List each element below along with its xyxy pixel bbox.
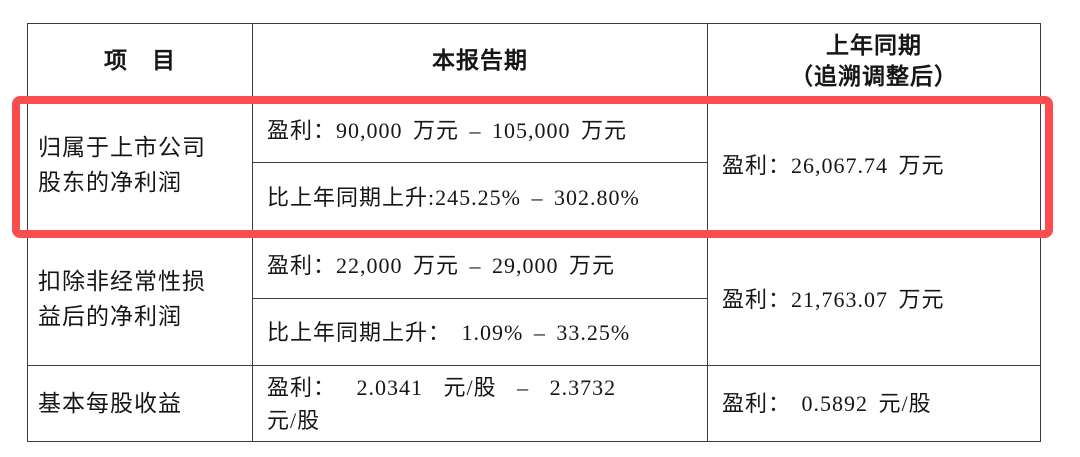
header-prior-period-line1: 上年同期: [826, 32, 922, 58]
table-row: 基本每股收益 盈利： 2.0341 元/股 – 2.3732 元/股 盈利： 0…: [27, 365, 1041, 442]
row2-yoy-change: 比上年同期上升： 1.09% – 33.25%: [252, 298, 708, 366]
header-prior-period: 上年同期 （追溯调整后）: [707, 23, 1041, 98]
table-row: 归属于上市公司股东的净利润 盈利：90,000 万元 – 105,000 万元 …: [27, 97, 1041, 233]
row2-profit-range: 盈利：22,000 万元 – 29,000 万元: [252, 232, 708, 299]
earnings-forecast-table: 项 目 本报告期 上年同期 （追溯调整后） 归属于上市公司股东的净利润 盈利：9…: [27, 23, 1041, 442]
header-item: 项 目: [27, 23, 253, 98]
row2-prior-profit: 盈利：21,763.07 万元: [707, 232, 1041, 366]
row1-profit-range: 盈利：90,000 万元 – 105,000 万元: [252, 97, 708, 163]
table-row: 扣除非经常性损益后的净利润 盈利：22,000 万元 – 29,000 万元 盈…: [27, 232, 1041, 366]
row1-item-label: 归属于上市公司股东的净利润: [27, 97, 253, 233]
table-row: 比上年同期上升： 1.09% – 33.25%: [28, 298, 1041, 366]
row1-prior-profit: 盈利：26,067.74 万元: [707, 97, 1041, 233]
row3-profit-range: 盈利： 2.0341 元/股 – 2.3732 元/股: [252, 365, 708, 442]
header-prior-period-line2: （追溯调整后）: [790, 63, 958, 89]
header-current-period: 本报告期: [252, 23, 708, 98]
row2-item-label: 扣除非经常性损益后的净利润: [27, 232, 253, 366]
row3-item-label: 基本每股收益: [27, 365, 253, 442]
row1-yoy-change: 比上年同期上升:245.25% – 302.80%: [252, 162, 708, 233]
table-row: 比上年同期上升:245.25% – 302.80%: [28, 162, 1041, 233]
header-row: 项 目 本报告期 上年同期 （追溯调整后）: [27, 23, 1041, 98]
row3-prior-profit: 盈利： 0.5892 元/股: [707, 365, 1041, 442]
